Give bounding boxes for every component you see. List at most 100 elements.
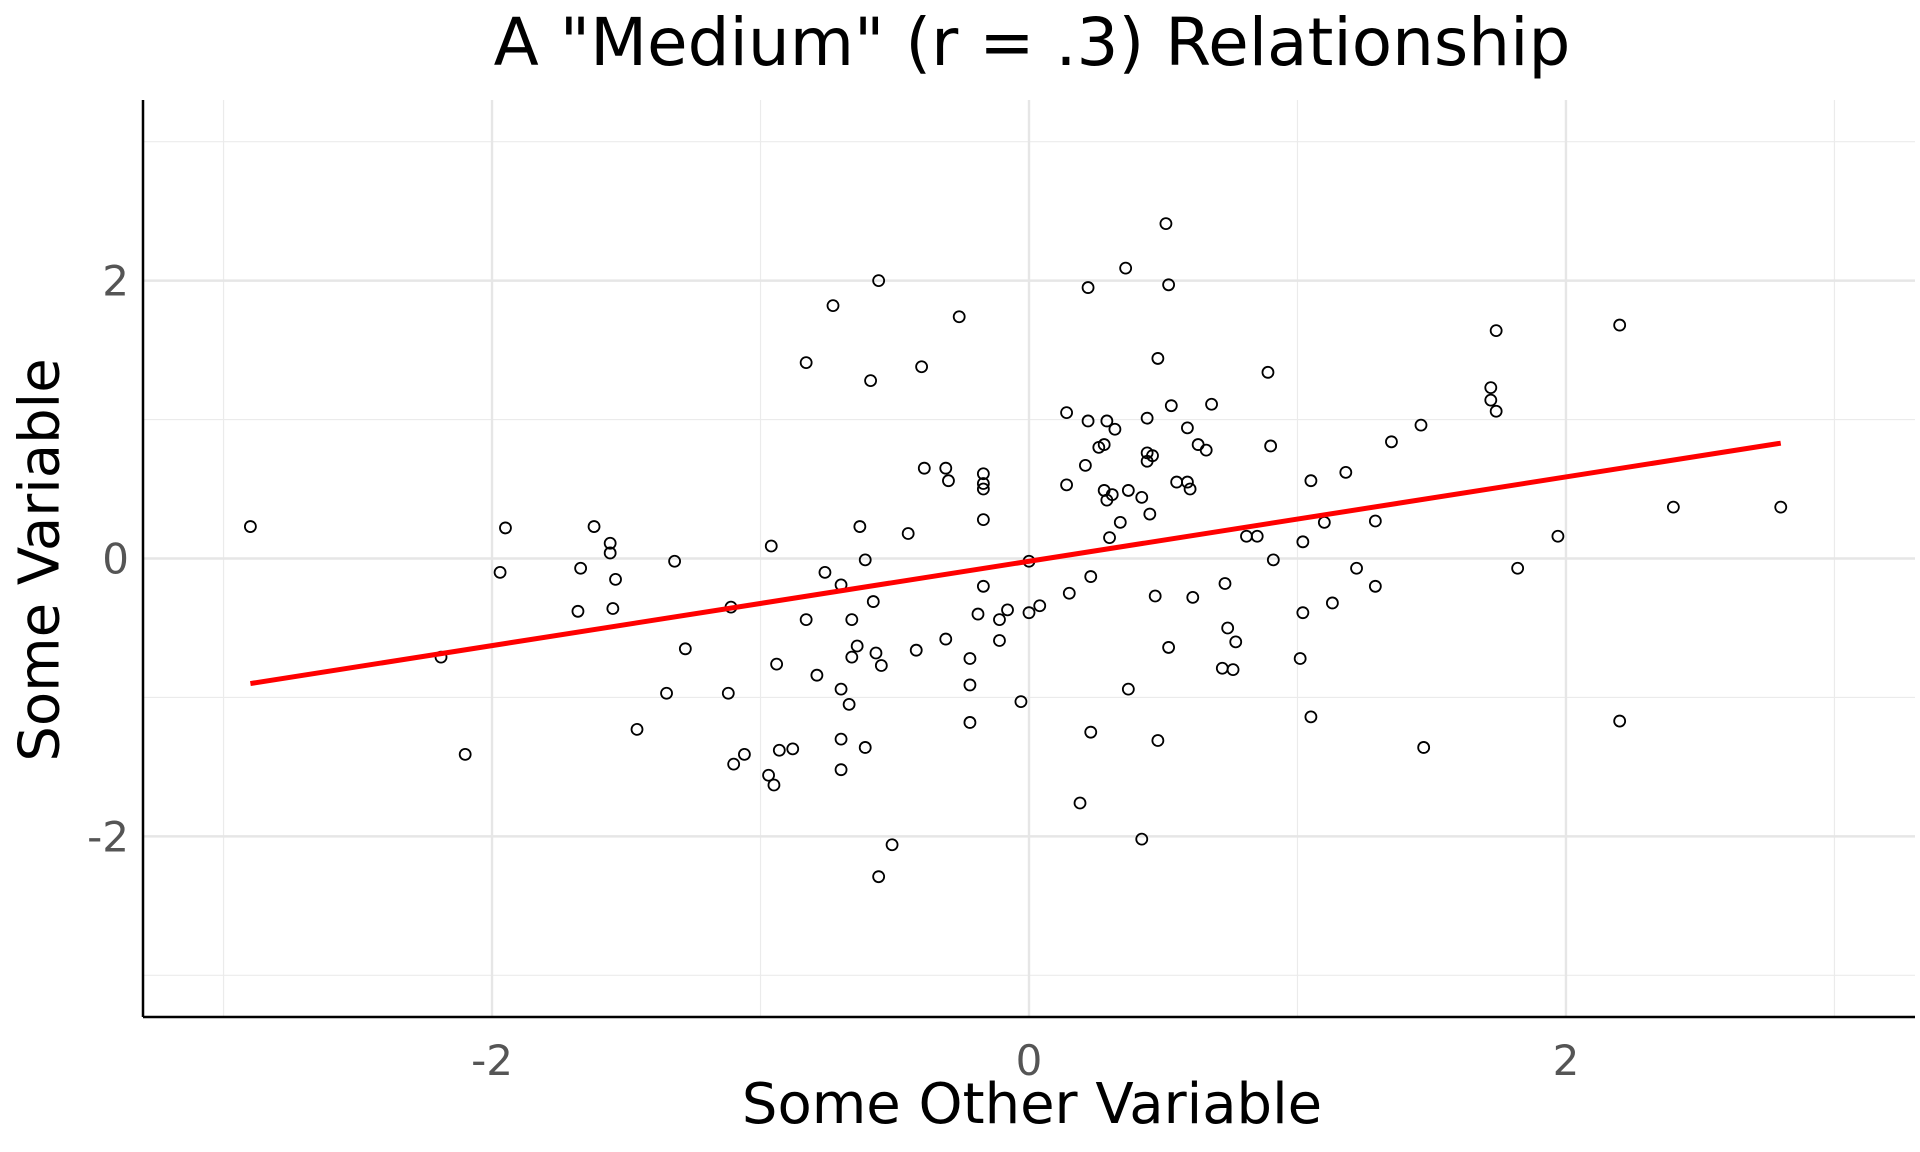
x-tick-label: -2 (471, 1036, 513, 1085)
data-point (1100, 414, 1114, 428)
data-point (1135, 832, 1149, 846)
data-point (1148, 589, 1162, 603)
data-point (872, 274, 886, 288)
data-point (721, 686, 735, 700)
data-point (963, 678, 977, 692)
data-point (1078, 459, 1092, 472)
data-point (1414, 418, 1428, 432)
data-point (609, 572, 622, 586)
data-point (1084, 570, 1098, 583)
data-point (1368, 514, 1382, 528)
data-point (1199, 443, 1213, 457)
data-point (834, 763, 848, 777)
data-point (909, 643, 923, 657)
data-point (587, 520, 601, 533)
y-tick-labels: -2 0 2 (87, 257, 129, 862)
data-point (842, 697, 856, 711)
data-point (939, 461, 953, 475)
data-point (767, 778, 781, 792)
data-point (942, 474, 955, 488)
data-point (1215, 661, 1229, 675)
data-point (864, 374, 877, 388)
data-point (1140, 411, 1154, 425)
data-point (1119, 261, 1133, 275)
y-tick-label: 0 (102, 535, 129, 584)
data-point (1105, 488, 1119, 501)
data-point (1162, 278, 1176, 292)
data-point (1146, 449, 1159, 463)
data-point (1162, 641, 1176, 654)
data-point (1108, 422, 1122, 436)
data-point (810, 668, 824, 682)
data-point (901, 527, 915, 540)
data-point (866, 595, 880, 608)
data-point (799, 356, 813, 369)
data-point (1001, 603, 1014, 617)
data-point (845, 650, 859, 664)
data-point (1113, 515, 1127, 529)
data-point (1159, 217, 1173, 231)
data-point (493, 565, 507, 579)
data-point (574, 561, 588, 575)
data-point (976, 477, 990, 490)
data-point (571, 604, 585, 618)
data-point (499, 521, 512, 535)
chart-title: A "Medium" (r = .3) Relationship (493, 4, 1571, 81)
data-point (1368, 579, 1382, 593)
data-point (1103, 531, 1116, 545)
data-point (1121, 682, 1135, 696)
data-point (786, 742, 800, 756)
data-point (1613, 318, 1627, 332)
data-point (678, 642, 692, 656)
data-point (1151, 352, 1165, 365)
data-point (1325, 596, 1339, 610)
data-point (1186, 591, 1200, 604)
data-point (976, 467, 990, 481)
data-point (1261, 365, 1275, 379)
data-point (1135, 490, 1149, 504)
data-point (1317, 515, 1331, 529)
data-point (1205, 397, 1218, 411)
data-point (738, 748, 751, 761)
data-point (834, 682, 848, 696)
data-points (243, 217, 1788, 884)
y-axis-title: Some Variable (7, 358, 73, 762)
data-point (1226, 663, 1240, 677)
data-point (917, 461, 931, 475)
data-point (603, 536, 617, 550)
data-point (858, 553, 872, 567)
x-tick-labels: -2 0 2 (471, 1036, 1579, 1085)
data-point (1181, 475, 1194, 489)
data-point (1143, 507, 1157, 521)
data-point (845, 613, 859, 627)
data-point (1293, 652, 1307, 665)
data-point (993, 634, 1006, 647)
data-point (1304, 710, 1318, 724)
data-point (1181, 421, 1194, 435)
data-point (976, 513, 990, 526)
data-point (1296, 535, 1310, 549)
data-point (1121, 484, 1135, 497)
data-point (1774, 500, 1788, 514)
x-axis-title: Some Other Variable (741, 1072, 1323, 1137)
data-point (1350, 561, 1363, 575)
data-point (1081, 414, 1095, 428)
data-point (1221, 621, 1235, 635)
data-point (853, 520, 867, 533)
data-point (963, 716, 977, 729)
data-point (818, 565, 832, 579)
data-point (1229, 635, 1243, 649)
data-point (1264, 439, 1278, 453)
data-point (1296, 606, 1310, 620)
data-point (630, 722, 644, 736)
data-point (1191, 438, 1205, 451)
data-point (799, 613, 813, 627)
data-point (1489, 324, 1503, 338)
data-point (1250, 529, 1264, 543)
data-point (971, 607, 985, 621)
data-point (1613, 714, 1627, 728)
data-point (1240, 529, 1253, 543)
data-point (1339, 465, 1353, 479)
data-point (869, 646, 883, 660)
data-point (874, 659, 888, 672)
